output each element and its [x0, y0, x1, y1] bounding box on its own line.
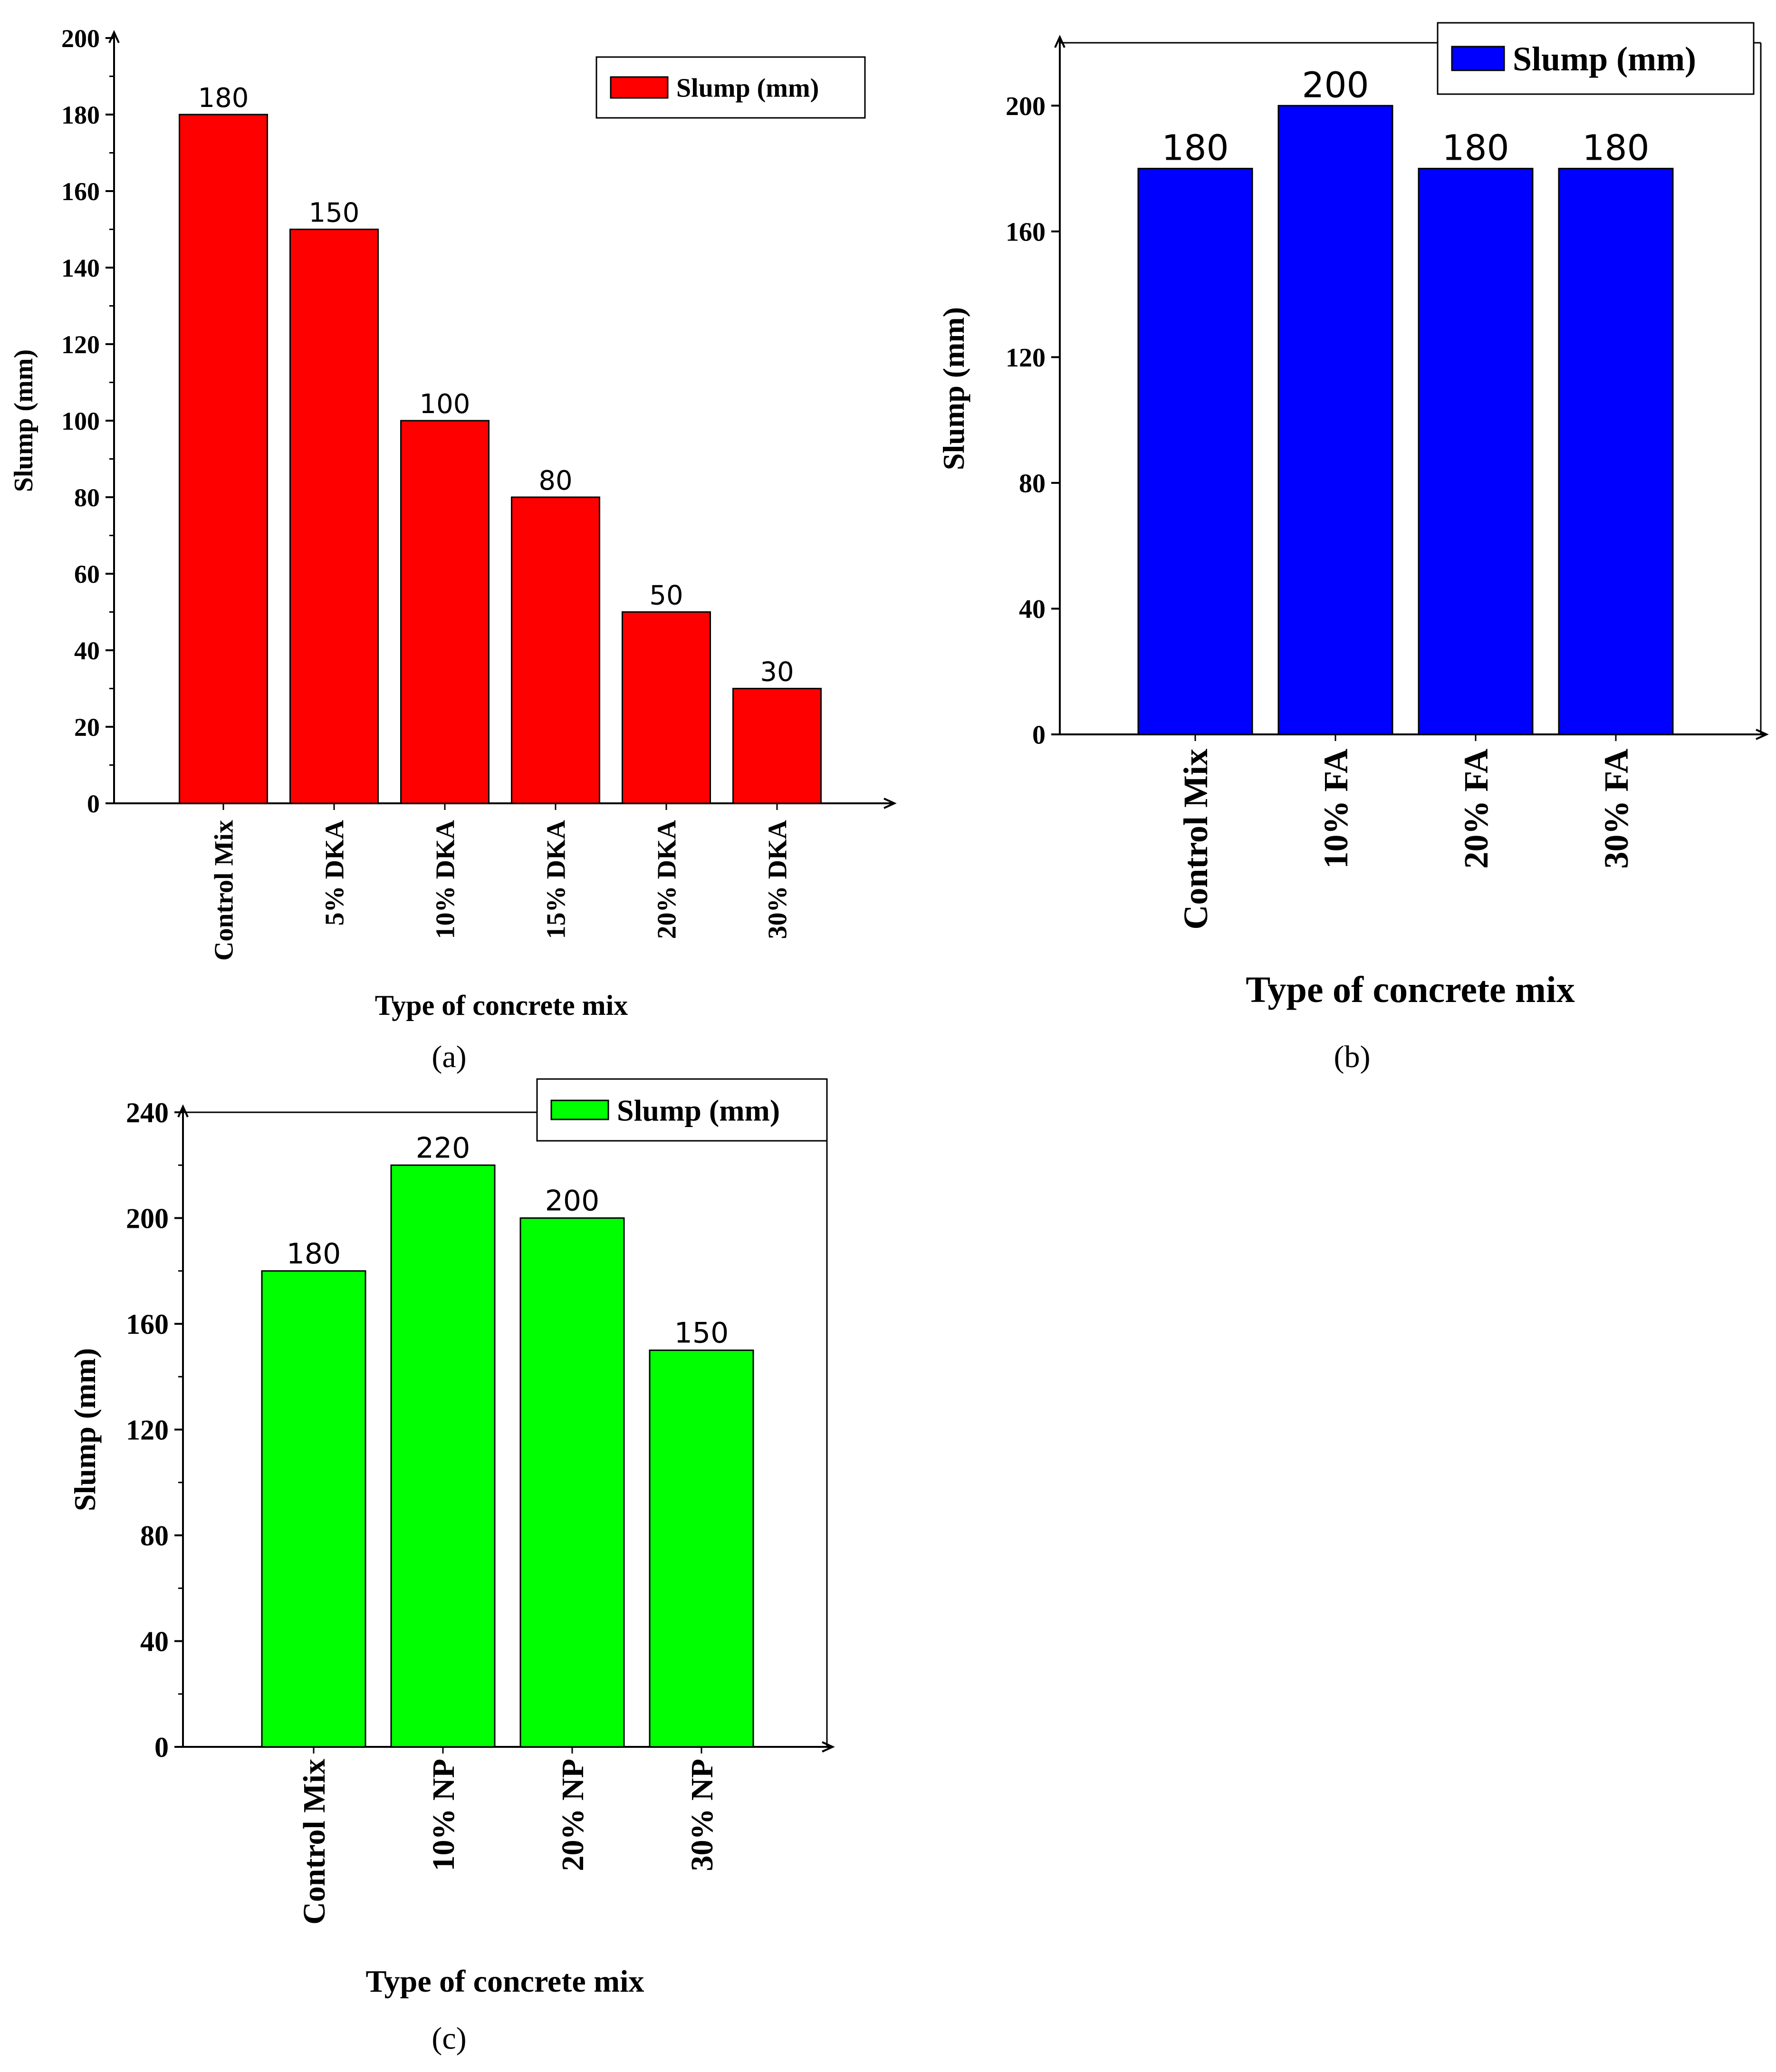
data-label: 180: [198, 83, 249, 114]
data-label: 180: [1162, 128, 1229, 169]
category-label: 5% DKA: [320, 819, 350, 925]
data-label: 180: [1442, 128, 1509, 169]
bar-20-dka: [622, 611, 711, 804]
y-tick-label: 160: [1006, 217, 1046, 247]
y-tick-label: 0: [1032, 721, 1046, 750]
y-tick-label: 200: [61, 24, 100, 53]
data-label: 100: [420, 389, 470, 420]
data-label: 150: [309, 198, 360, 229]
y-axis-title: Slump (mm): [68, 1348, 102, 1511]
y-tick-label: 120: [126, 1415, 169, 1446]
legend-label: Slump (mm): [1513, 40, 1696, 78]
data-label: 180: [287, 1237, 341, 1271]
bar-15-dka: [511, 496, 600, 804]
legend: Slump (mm): [536, 1078, 828, 1142]
y-tick-label: 80: [1019, 469, 1046, 499]
y-tick-label: 60: [74, 560, 100, 588]
y-tick-label: 20: [74, 713, 100, 742]
bar-5-dka: [289, 229, 379, 804]
y-tick-label: 240: [126, 1097, 169, 1128]
category-label: Control Mix: [297, 1759, 332, 1925]
bar-10-dka: [400, 420, 490, 804]
chart-panel-a: 0 20 40 60 80 100 120 140 160 180 200 180 Control Mi…: [9, 24, 897, 1074]
y-axis-arrow: [1054, 35, 1066, 48]
bar-control-mix: [179, 114, 268, 804]
category-label: 10% NP: [426, 1759, 461, 1871]
y-tick-label: 40: [74, 636, 100, 665]
data-label: 150: [674, 1317, 729, 1350]
y-tick-label: 40: [1019, 595, 1046, 624]
y-tick-label: 120: [1006, 343, 1046, 373]
panel-label-c: (c): [432, 2021, 466, 2056]
category-label: 20% NP: [556, 1759, 590, 1871]
y-axis-arrow: [108, 30, 120, 43]
y-tick-label: 80: [74, 483, 100, 512]
category-label: 10% FA: [1317, 749, 1355, 869]
category-label: Control Mix: [210, 820, 239, 961]
category-label: 10% DKA: [431, 819, 461, 939]
legend: Slump (mm): [1437, 22, 1755, 95]
category-label: 30% NP: [685, 1759, 720, 1871]
x-axis-arrow: [1756, 729, 1769, 740]
y-tick-label: 200: [1006, 92, 1046, 121]
panel-label-a: (a): [432, 1040, 466, 1074]
x-axis-arrow: [883, 798, 897, 809]
y-axis-title: Slump (mm): [937, 307, 970, 470]
panel-label-b: (b): [1334, 1040, 1371, 1074]
category-label: 20% DKA: [653, 819, 682, 939]
y-tick-label: 0: [154, 1732, 169, 1763]
x-axis-title: Type of concrete mix: [375, 990, 628, 1021]
bar-10-np: [390, 1164, 496, 1748]
y-tick-label: 140: [61, 254, 100, 282]
y-tick-label: 80: [140, 1520, 169, 1552]
bar-20-fa: [1418, 168, 1534, 735]
x-axis-title: Type of concrete mix: [1246, 969, 1574, 1010]
x-axis-arrow: [822, 1741, 835, 1753]
bar-30-dka: [732, 688, 822, 804]
y-tick-label: 120: [61, 330, 100, 359]
y-tick-label: 100: [61, 407, 100, 435]
y-tick-label: 160: [126, 1309, 169, 1340]
x-axis-title: Type of concrete mix: [366, 1964, 644, 1999]
legend-swatch: [610, 76, 669, 99]
category-label: 20% FA: [1457, 749, 1495, 869]
data-label: 180: [1582, 128, 1649, 169]
legend: Slump (mm): [595, 56, 866, 119]
data-label: 30: [760, 657, 794, 688]
data-label: 220: [416, 1131, 470, 1165]
bar-30-fa: [1558, 168, 1674, 735]
chart-panel-b: 0 40 80 120 160 200 180 Control Mix 200 10% FA 180…: [937, 22, 1769, 1074]
bar-10-fa: [1277, 105, 1393, 735]
y-tick-label: 200: [126, 1203, 169, 1234]
y-axis-title: Slump (mm): [9, 349, 38, 492]
bar-30-np: [649, 1349, 754, 1748]
data-label: 200: [1302, 65, 1369, 106]
bar-control-mix: [261, 1270, 366, 1748]
y-tick-label: 160: [61, 177, 100, 206]
category-label: Control Mix: [1177, 749, 1215, 930]
chart-panel-c: 0 40 80 120 160 200 240 180 Control Mix 220 10% NP…: [68, 1078, 835, 2056]
y-tick-label: 0: [87, 790, 100, 818]
y-tick-label: 40: [140, 1626, 169, 1658]
legend-swatch: [550, 1099, 609, 1120]
legend-label: Slump (mm): [617, 1093, 780, 1127]
category-label: 30% FA: [1597, 749, 1635, 869]
legend-swatch: [1451, 46, 1505, 71]
data-label: 200: [545, 1185, 600, 1218]
category-label: 30% DKA: [763, 819, 793, 939]
bar-control-mix: [1137, 168, 1253, 735]
category-label: 15% DKA: [542, 819, 571, 939]
y-tick-label: 180: [61, 101, 100, 129]
data-label: 50: [649, 580, 683, 611]
data-label: 80: [538, 465, 572, 496]
bar-20-np: [519, 1217, 625, 1748]
y-axis-arrow: [177, 1104, 189, 1118]
legend-label: Slump (mm): [676, 74, 819, 103]
